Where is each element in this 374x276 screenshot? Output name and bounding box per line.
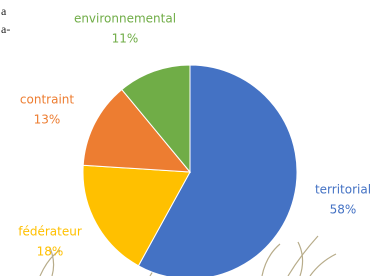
slice-value: 13% <box>34 113 61 127</box>
chart: a a- territorial 58% fédérateur 18% contrain… <box>0 0 374 276</box>
slice-value: 18% <box>37 245 64 259</box>
slice-label: fédérateur <box>18 225 82 239</box>
cut-text: a <box>1 4 7 18</box>
slice-value: 11% <box>112 32 139 46</box>
slice-value: 58% <box>330 203 357 217</box>
slice-label: environnemental <box>74 12 176 26</box>
slice-label: territorial <box>315 183 371 197</box>
slice-label: contraint <box>20 93 74 107</box>
cut-text: a- <box>1 22 10 36</box>
page: {"page_text": ["a", "a-"], "chart_data":… <box>0 0 374 276</box>
